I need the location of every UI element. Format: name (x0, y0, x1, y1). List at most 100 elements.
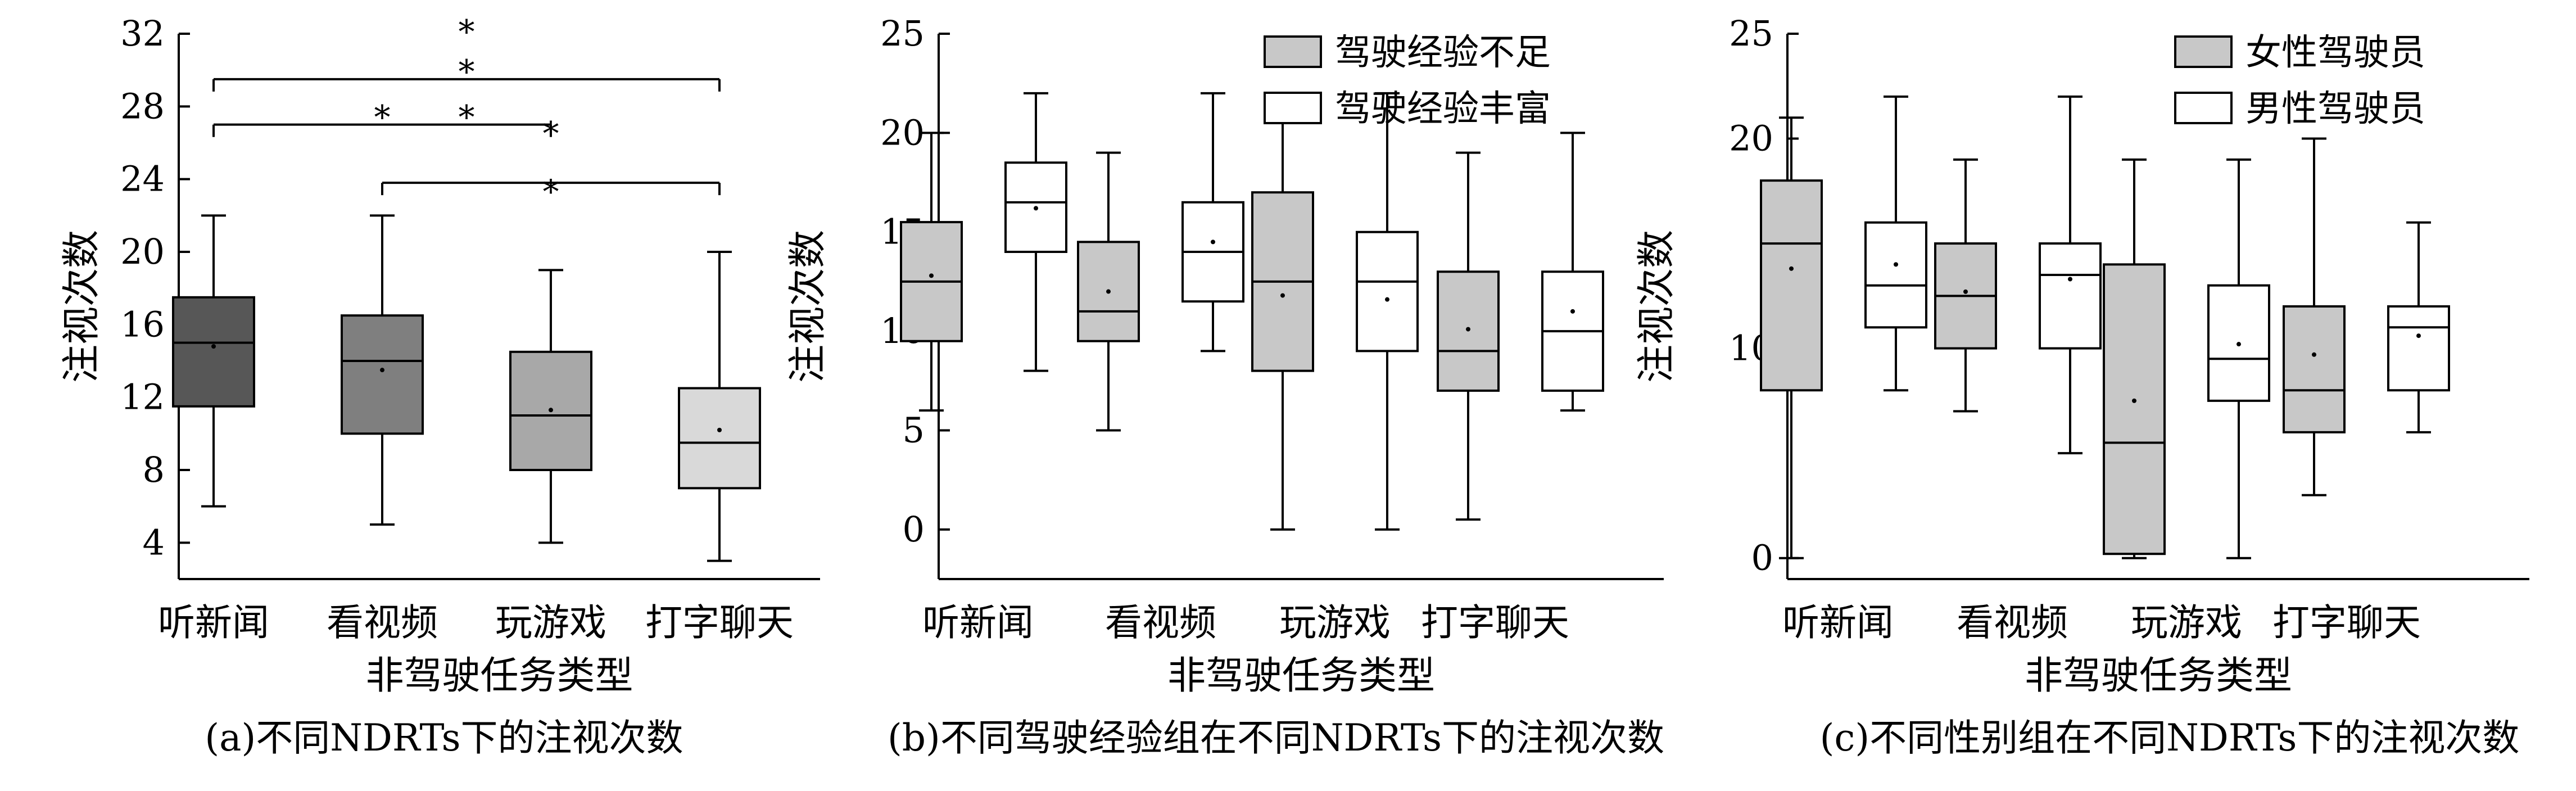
box-mean-point (1789, 266, 1794, 271)
box-series-0-2 (1251, 92, 1314, 531)
x-tick-label: 听新闻 (158, 601, 269, 644)
box-mean-point (1570, 309, 1575, 314)
x-tick-label: 玩游戏 (495, 601, 606, 644)
legend-swatch (1264, 35, 1322, 68)
box-mean-point (211, 344, 216, 349)
significance-marker: * (459, 13, 475, 51)
box-mean-point (549, 408, 553, 413)
box-mean-point (1385, 297, 1389, 302)
significance-bracket: * (381, 173, 721, 211)
x-tick-label: 听新闻 (1782, 601, 1894, 644)
x-tick-label: 打字聊天 (645, 601, 794, 644)
y-tick-label: 4 (143, 522, 165, 563)
box-mean-point (1280, 293, 1285, 298)
box-series-0-2 (2103, 158, 2166, 559)
box-mean-point (380, 368, 384, 373)
legend-label: 女性驾驶员 (2245, 32, 2425, 74)
y-tick-label: 25 (880, 13, 925, 54)
box-1 (341, 214, 424, 526)
y-tick-label: 8 (143, 449, 165, 490)
y-tick-label: 25 (1729, 13, 1773, 54)
x-axis-title: 非驾驶任务类型 (1167, 654, 1435, 698)
x-axis-title: 非驾驶任务类型 (365, 654, 633, 698)
significance-marker: * (459, 53, 475, 91)
box-series-1-2 (2207, 158, 2270, 559)
x-axis-title: 非驾驶任务类型 (2025, 654, 2292, 698)
box-series-1-2 (1356, 92, 1419, 531)
box-mean-point (717, 427, 722, 432)
y-tick-label: 32 (120, 13, 165, 54)
legend-item-1: 男性驾驶员 (2174, 88, 2425, 130)
y-axis-title: 注视次数 (1635, 230, 1679, 383)
legend-swatch (2174, 92, 2233, 124)
box-2 (509, 269, 592, 544)
box-mean-point (2416, 333, 2421, 338)
box-mean-point (1106, 289, 1111, 294)
legend-swatch (2174, 35, 2233, 68)
x-tick-label: 看视频 (1105, 601, 1216, 644)
significance-marker: * (459, 0, 475, 4)
box-iqr (172, 296, 255, 408)
legend-label: 驾驶经验不足 (1335, 32, 1551, 74)
chart-caption: (a)不同NDRTs下的注视次数 (205, 716, 683, 760)
box-iqr (678, 387, 761, 490)
x-tick-label: 玩游戏 (2131, 601, 2242, 644)
y-tick-label: 16 (120, 304, 165, 345)
y-tick-label: 0 (1751, 537, 1773, 578)
legend-item-0: 驾驶经验不足 (1264, 32, 1551, 74)
x-tick-label: 听新闻 (922, 601, 1034, 644)
y-tick-label: 12 (120, 377, 165, 418)
box-0 (172, 214, 255, 508)
x-tick-label: 打字聊天 (2272, 601, 2421, 644)
significance-bracket: *** (212, 0, 721, 92)
y-tick-label: 28 (120, 85, 165, 126)
box-mean-point (2237, 342, 2241, 347)
significance-marker: * (543, 173, 559, 211)
x-tick-label: 看视频 (1957, 601, 2068, 644)
chart-caption: (b)不同驾驶经验组在不同NDRTs下的注视次数 (888, 716, 1664, 760)
x-tick-label: 打字聊天 (1421, 601, 1569, 644)
y-tick-label: 20 (1729, 118, 1773, 159)
legend-swatch (1264, 92, 1322, 124)
box-iqr (2387, 305, 2450, 392)
box-series-1-1 (1181, 92, 1244, 352)
chart-caption: (c)不同性别组在不同NDRTs下的注视次数 (1820, 716, 2520, 760)
significance-marker: * (543, 115, 559, 153)
box-iqr (2103, 263, 2166, 555)
box-series-1-3 (2387, 221, 2450, 433)
box-3 (678, 251, 761, 562)
box-mean-point (2068, 277, 2072, 282)
box-iqr (2039, 242, 2102, 350)
box-series-1-0 (1864, 95, 1927, 392)
significance-marker: * (459, 98, 475, 137)
box-series-0-1 (1934, 158, 1997, 413)
box-mean-point (929, 273, 934, 278)
legend-label: 男性驾驶员 (2245, 88, 2425, 130)
box-series-1-1 (2039, 95, 2102, 455)
significance-marker: * (374, 98, 391, 137)
y-axis-title: 注视次数 (786, 230, 830, 383)
y-tick-label: 5 (903, 409, 925, 450)
box-series-0-1 (1077, 151, 1140, 432)
x-tick-label: 玩游戏 (1279, 601, 1391, 644)
y-tick-label: 0 (903, 509, 925, 550)
y-tick-label: 24 (120, 159, 165, 200)
box-iqr (1356, 230, 1419, 352)
box-mean-point (1894, 262, 1898, 267)
box-series-0-0 (1760, 116, 1823, 559)
box-mean-point (1963, 289, 1968, 294)
box-iqr (1760, 179, 1823, 392)
legend-label: 驾驶经验丰富 (1335, 88, 1551, 130)
box-mean-point (2312, 352, 2316, 357)
box-series-1-3 (1541, 132, 1604, 412)
box-mean-point (1466, 327, 1470, 332)
box-iqr (2283, 305, 2346, 433)
box-iqr (341, 314, 424, 435)
legend-item-0: 女性驾驶员 (2174, 32, 2425, 74)
box-mean-point (1034, 206, 1038, 211)
y-tick-label: 20 (120, 231, 165, 272)
box-series-0-3 (2283, 137, 2346, 496)
